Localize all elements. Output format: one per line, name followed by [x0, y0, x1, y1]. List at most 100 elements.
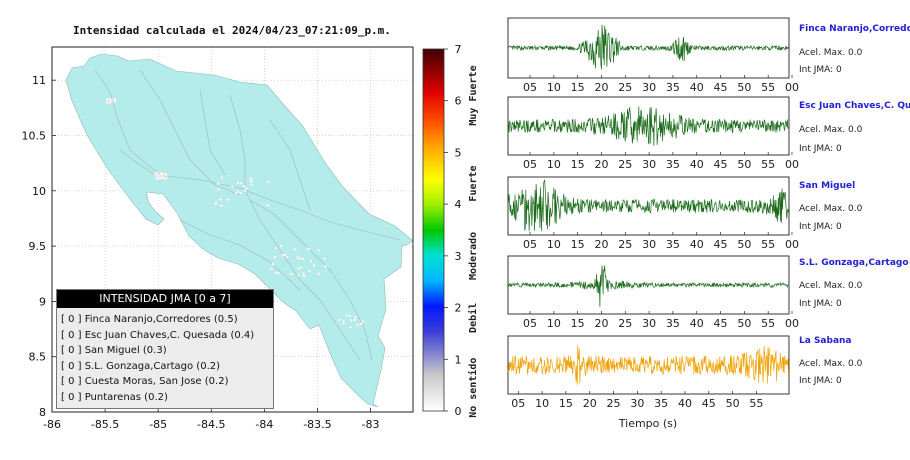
- seismogram-trace: 05 10 15 20 25 30 35 40 45 50 55 00: [507, 96, 799, 171]
- trace-acel-max: Acel. Max. 0.0: [799, 281, 863, 291]
- station-marker: [236, 181, 240, 185]
- trace-int-jma: Int JMA: 0: [799, 144, 842, 154]
- trace-xtick-label: 00: [785, 317, 799, 330]
- station-marker: [296, 267, 300, 270]
- trace-xtick-label: 45: [714, 317, 728, 330]
- trace-xtick-label: 30: [642, 317, 656, 330]
- map-xtick-label: -85: [149, 418, 167, 431]
- station-marker: [356, 323, 359, 327]
- map-ytick-label: 8: [39, 406, 46, 419]
- trace-station-name: La Sabana: [799, 336, 852, 346]
- station-marker: [307, 247, 310, 251]
- colorbar-tick-label: 6: [455, 95, 462, 108]
- trace-xtick-label: 15: [571, 158, 585, 171]
- station-marker: [220, 176, 224, 180]
- station-marker: [302, 272, 305, 275]
- trace-xtick-label: 35: [666, 317, 680, 330]
- station-marker: [361, 320, 365, 323]
- trace-waveform: [507, 24, 789, 70]
- trace-xtick-label: 35: [666, 158, 680, 171]
- colorbar-labels: No sentido Debil Moderado Fuerte Muy Fuerte: [467, 65, 479, 417]
- station-marker: [285, 255, 289, 259]
- legend-item: [ 0 ] S.L. Gonzaga,Cartago (0.2): [61, 360, 221, 372]
- costa-rica-landmass: [65, 53, 414, 408]
- trace-xtick-label: 05: [511, 397, 525, 410]
- station-marker: [239, 181, 243, 185]
- trace-xtick-label: 35: [666, 238, 680, 251]
- trace-xtick-label: 25: [618, 81, 632, 94]
- station-marker: [296, 256, 299, 259]
- map-xtick-label: -86: [43, 418, 61, 431]
- trace-acel-max: Acel. Max. 0.0: [799, 204, 863, 214]
- station-marker: [113, 100, 117, 103]
- station-marker: [309, 259, 313, 263]
- trace-station-name: San Miguel: [799, 181, 856, 191]
- station-marker: [317, 272, 320, 275]
- station-marker: [312, 264, 316, 267]
- trace-xtick-label: 50: [726, 397, 740, 410]
- trace-xtick-label: 40: [690, 238, 704, 251]
- colorbar-gradient: [422, 48, 445, 412]
- trace-xtick-label: 40: [690, 317, 704, 330]
- station-marker: [290, 272, 293, 276]
- legend-item: [ 0 ] Cuesta Moras, San Jose (0.2): [61, 376, 229, 387]
- colorbar-category-label: Debil: [467, 303, 479, 333]
- seismogram-trace: 05 10 15 20 25 30 35 40 45 50 55 00: [507, 176, 799, 251]
- station-marker: [338, 318, 341, 322]
- trace-xtick-label: 10: [547, 158, 561, 171]
- legend-item: [ 0 ] Puntarenas (0.2): [61, 391, 168, 403]
- station-marker: [113, 97, 117, 101]
- legend-header: INTENSIDAD JMA [0 a 7]: [57, 290, 273, 308]
- trace-xtick-label: 40: [690, 81, 704, 94]
- station-marker: [277, 271, 280, 275]
- seismogram-trace: 05 10 15 20 25 30 35 40 45 50 55 00: [507, 255, 799, 330]
- trace-xtick-label: 15: [571, 238, 585, 251]
- road-network: [94, 69, 401, 361]
- station-marker: [274, 271, 278, 274]
- trace-xtick-label: 20: [594, 317, 608, 330]
- trace-xtick-label: 10: [547, 238, 561, 251]
- colorbar-tick-label: 0: [455, 405, 462, 418]
- map-xtick-label: -84: [255, 418, 273, 431]
- station-marker: [323, 257, 326, 261]
- colorbar-tick-label: 3: [455, 250, 462, 263]
- map-xtick-label: -83.5: [303, 418, 331, 431]
- station-marker: [349, 319, 353, 322]
- map-ytick-label: 9: [39, 295, 46, 308]
- station-marker: [267, 180, 270, 184]
- trace-xtick-label: 55: [761, 81, 775, 94]
- colorbar-ticks: 0 1 2 3 4 5 6 7: [444, 43, 462, 418]
- trace-xtick-label: 00: [785, 81, 799, 94]
- trace-int-jma: Int JMA: 0: [799, 222, 842, 232]
- trace-xtick-label: 45: [714, 81, 728, 94]
- trace-xtick-label: 10: [547, 81, 561, 94]
- station-marker: [274, 246, 278, 250]
- station-marker: [307, 269, 311, 273]
- trace-xtick-label: 05: [523, 81, 537, 94]
- trace-xtick-label: 05: [523, 238, 537, 251]
- trace-acel-max: Acel. Max. 0.0: [799, 359, 863, 369]
- station-marker: [105, 101, 109, 104]
- trace-xtick-label: 40: [690, 158, 704, 171]
- trace-xtick-label: 00: [785, 238, 799, 251]
- trace-xtick-label: 25: [618, 317, 632, 330]
- station-marker: [219, 198, 222, 201]
- map-axes: -86 -85.5 -85 -84.5 -84 -83.5 -83 11 10.5 10 9.5 9 8…: [22, 74, 380, 431]
- station-marker: [214, 202, 218, 206]
- trace-xtick-label: 50: [737, 158, 751, 171]
- station-marker: [359, 322, 363, 326]
- colorbar-category-label: Muy Fuerte: [468, 65, 479, 125]
- seismogram-trace: 05 10 15 20 25 30 35 40 45 50 55 00: [507, 17, 799, 94]
- time-axis-label: Tiempo (s): [618, 417, 677, 430]
- trace-xtick-label: 50: [737, 238, 751, 251]
- station-marker: [243, 189, 247, 193]
- station-marker: [235, 191, 238, 195]
- trace-xtick-label: 50: [737, 81, 751, 94]
- station-marker: [299, 265, 303, 269]
- trace-xtick-label: 55: [761, 238, 775, 251]
- map-ytick-label: 11: [32, 74, 46, 87]
- trace-station-name: Finca Naranjo,Corredores: [799, 24, 910, 34]
- station-marker: [220, 204, 223, 208]
- station-marker: [297, 273, 301, 277]
